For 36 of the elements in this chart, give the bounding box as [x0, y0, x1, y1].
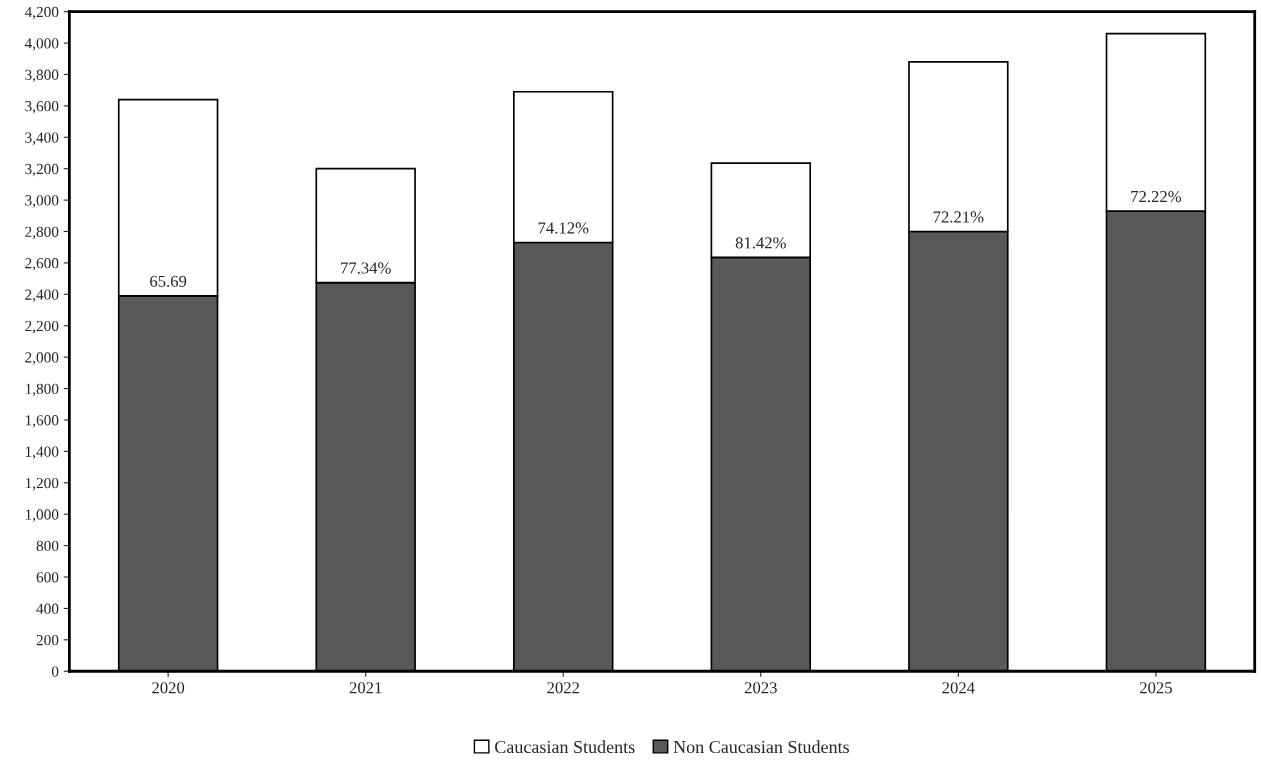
- y-tick-label: 800: [36, 540, 59, 552]
- annotation: 81.42%: [735, 237, 786, 249]
- x-tick-label: 2025: [1139, 682, 1172, 694]
- y-tick-label: 3,800: [25, 69, 59, 83]
- x-tick-label: 2020: [152, 682, 185, 694]
- y-tick-label: 400: [36, 603, 59, 614]
- y-tick-label: 2,200: [25, 320, 59, 334]
- y-tick-label: 2,000: [25, 352, 59, 365]
- y-tick-label: 0: [51, 666, 59, 677]
- y-tick-label: 3,400: [25, 132, 59, 145]
- y-tick-label: 1,800: [25, 383, 59, 397]
- legend-label: Non Caucasian Students: [673, 740, 849, 754]
- annotation: 65.69: [150, 275, 187, 288]
- annotation: 72.22%: [1131, 190, 1182, 203]
- x-tick-label: 2021: [349, 682, 382, 694]
- annotation: 74.12%: [538, 222, 589, 234]
- y-tick-label: 1,000: [25, 509, 59, 522]
- y-tick-label: 2,800: [25, 226, 59, 240]
- annotation: 72.21%: [933, 211, 984, 223]
- y-tick-label: 1,600: [25, 415, 59, 428]
- y-tick-label: 2,400: [25, 289, 59, 302]
- y-tick-label: 4,000: [24, 38, 59, 51]
- y-tick-label: 3,200: [25, 163, 59, 177]
- y-tick-label: 4,200: [24, 6, 59, 20]
- annotation: 77.34%: [341, 262, 391, 274]
- y-tick-label: 600: [36, 572, 59, 583]
- y-tick-label: 3,600: [25, 101, 59, 114]
- x-tick-label: 2022: [547, 682, 579, 694]
- y-tick-label: 3,000: [25, 195, 59, 208]
- y-tick-label: 2,600: [25, 258, 59, 271]
- y-tick-label: 1,400: [25, 446, 59, 460]
- x-tick-label: 2023: [744, 682, 777, 694]
- y-tick-label: 200: [36, 634, 59, 646]
- legend-label: Caucasian Students: [495, 740, 635, 754]
- y-tick-label: 1,200: [25, 477, 59, 491]
- x-tick-label: 2024: [942, 682, 975, 694]
